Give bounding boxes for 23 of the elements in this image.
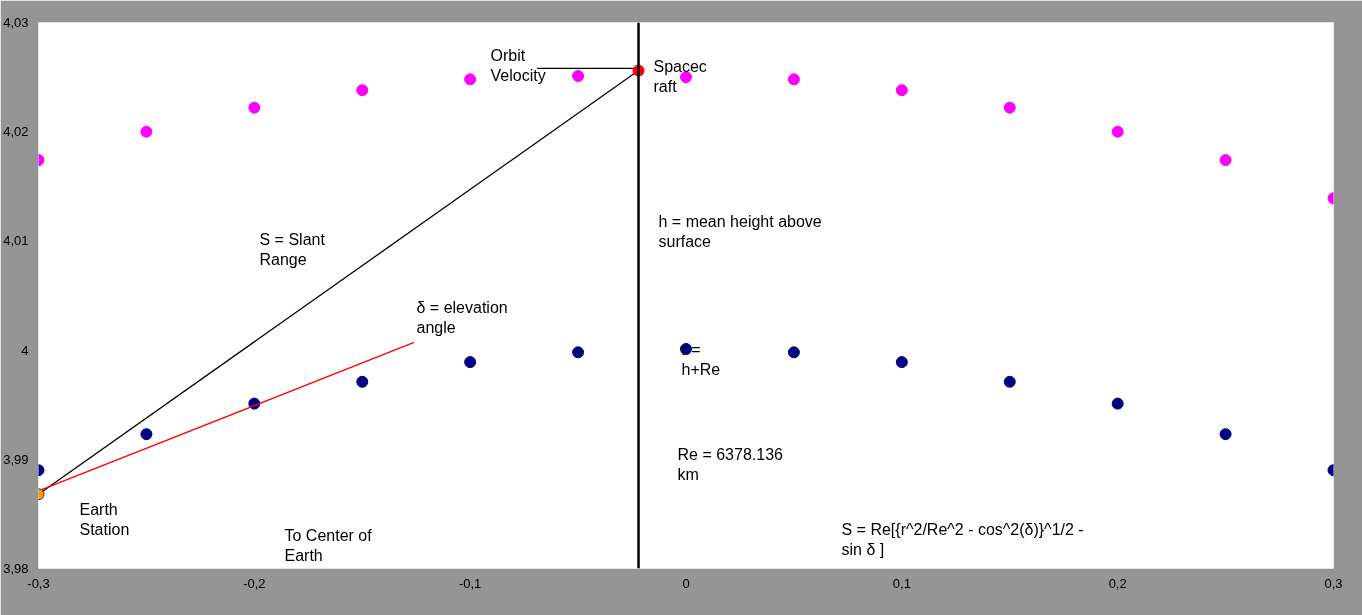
annotation: Spacec raft [653,57,707,95]
x-tick-label: -0,1 [458,575,482,591]
annotation: r = h+Re [681,340,721,378]
annotation: h = mean height above surface [658,212,822,250]
x-tick-label: 0 [682,575,690,591]
y-tick-label: 4 [21,342,29,358]
x-tick-label: 0,2 [1108,575,1127,591]
annotation: S = Re[{r^2/Re^2 - cos^2(δ)}^1/2 - sin δ ] [841,520,1084,558]
y-tick-label: 4,02 [3,124,29,140]
x-tick-label: -0,2 [243,575,266,591]
annotation: Orbit Velocity [490,46,546,84]
annotation: Re = 6378.136 km [677,445,784,483]
annotation: To Center of Earth [284,526,373,564]
y-tick-label: 3,98 [3,561,29,576]
x-tick-label: -0,3 [27,575,50,591]
annotation: Earth Station [79,500,130,538]
annotation: S = Slant Range [259,230,326,268]
x-tick-label: 0,1 [892,575,911,591]
y-tick-label: 4,03 [3,15,29,30]
y-tick-label: 4,01 [3,233,29,249]
y-tick-label: 3,99 [3,451,29,467]
annotation: δ = elevation angle [416,298,508,336]
x-tick-label: 0,3 [1324,575,1343,591]
